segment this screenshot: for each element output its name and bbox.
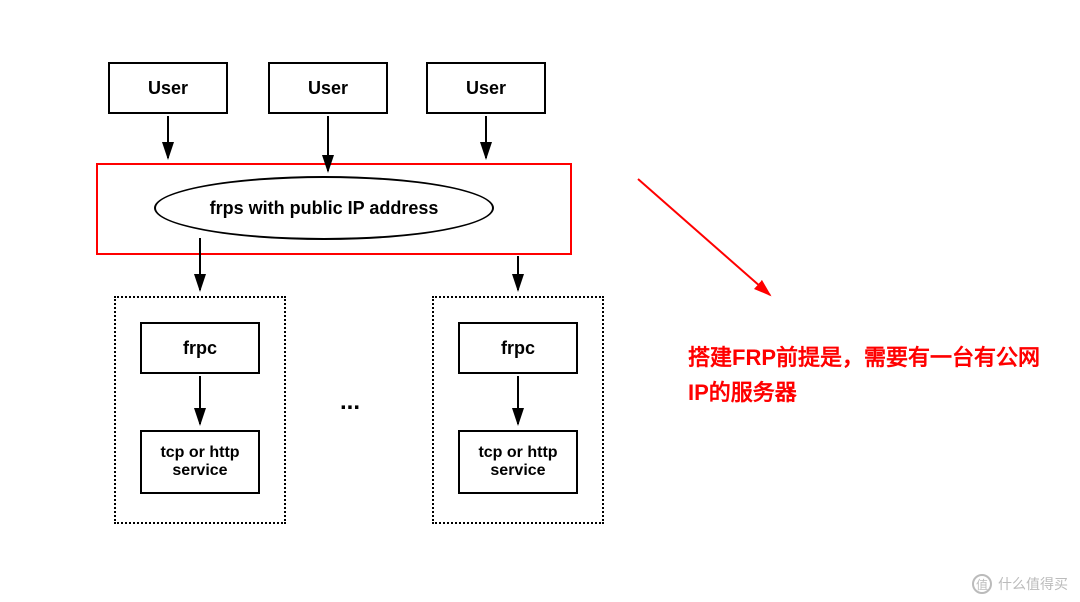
ellipsis-dots: ... [340,388,360,416]
annotation-text: 搭建FRP前提是，需要有一台有公网IP的服务器 [688,340,1048,410]
user-node-2-label: User [308,78,348,99]
service-node-2-label: tcp or http service [460,444,576,480]
user-node-1: User [108,62,228,114]
ellipsis-label: ... [340,388,360,415]
diagram-canvas: User User User frps with public IP addre… [0,0,1080,602]
annotation-label: 搭建FRP前提是，需要有一台有公网IP的服务器 [688,345,1040,405]
watermark-label: 什么值得买 [998,574,1068,594]
service-node-2: tcp or http service [458,430,578,494]
service-node-1: tcp or http service [140,430,260,494]
user-node-3-label: User [466,78,506,99]
frpc-node-1-label: frpc [183,338,217,359]
frps-node-label: frps with public IP address [210,198,439,219]
frpc-node-2-label: frpc [501,338,535,359]
watermark: 值 什么值得买 [972,574,1068,594]
user-node-2: User [268,62,388,114]
frpc-node-2: frpc [458,322,578,374]
frpc-node-1: frpc [140,322,260,374]
user-node-3: User [426,62,546,114]
service-node-1-label: tcp or http service [142,444,258,480]
frps-node: frps with public IP address [154,176,494,240]
annotation-arrow [638,179,770,295]
user-node-1-label: User [148,78,188,99]
watermark-icon: 值 [972,574,992,594]
